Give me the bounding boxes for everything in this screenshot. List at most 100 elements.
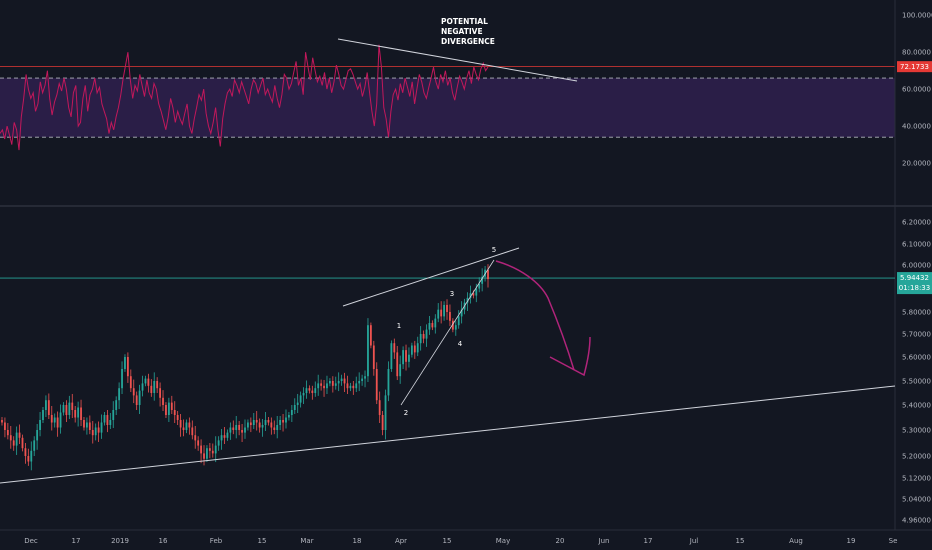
candle-body — [126, 357, 129, 377]
price-tick-label: 5.50000 — [902, 378, 931, 386]
candle-body — [226, 432, 229, 438]
candle-body — [4, 422, 6, 430]
candle-body — [223, 435, 226, 438]
candle-body — [9, 435, 12, 441]
candle-body — [197, 440, 200, 446]
candle-body — [162, 397, 164, 405]
candle-body — [85, 422, 88, 428]
candle-body — [65, 405, 68, 415]
candle-body — [83, 420, 85, 428]
rsi-tick-label: 20.0000 — [902, 160, 931, 168]
candle-body — [141, 383, 144, 391]
candle-body — [399, 364, 402, 377]
rsi-band — [0, 78, 895, 138]
candle-body — [428, 323, 431, 330]
candle-body — [200, 445, 202, 454]
candle-body — [206, 448, 208, 459]
candle-body — [466, 297, 469, 303]
candle-body — [264, 420, 267, 425]
time-tick-label: 2019 — [111, 537, 129, 545]
candle-body — [165, 405, 167, 415]
rsi-tick-label: 40.0000 — [902, 123, 931, 131]
candle-body — [405, 350, 407, 362]
candle-body — [296, 402, 299, 405]
candle-body — [443, 304, 445, 317]
candle-body — [440, 309, 443, 317]
time-tick-label: May — [496, 537, 510, 545]
candle-body — [62, 405, 65, 413]
price-y-axis[interactable]: 6.20000 6.10000 6.00000 5.80000 5.70000 5.600… — [902, 219, 931, 525]
candle-body — [208, 448, 211, 451]
price-tick-label: 5.40000 — [902, 402, 931, 410]
price-tick-label: 5.20000 — [902, 453, 931, 461]
rsi-y-axis[interactable]: 100.0000 80.0000 60.0000 40.0000 20.0000 — [902, 12, 932, 168]
divergence-note-line-3: DIVERGENCE — [441, 37, 495, 46]
candle-body — [176, 415, 179, 420]
candle-body — [106, 415, 109, 425]
price-tick-label: 5.04000 — [902, 496, 931, 504]
price-tick-label: 5.60000 — [902, 354, 931, 362]
time-tick-label: Jun — [598, 537, 610, 545]
candle-body — [21, 437, 24, 449]
candle-body — [100, 422, 103, 433]
candle-body — [326, 383, 328, 389]
support-trend-line — [0, 385, 896, 484]
candle-body — [355, 383, 358, 389]
candle-body — [293, 405, 296, 410]
candle-body — [381, 415, 384, 430]
candle-body — [229, 427, 232, 433]
candle-body — [42, 410, 44, 420]
time-tick-label: 15 — [258, 537, 267, 545]
candle-body — [74, 410, 77, 418]
candle-body — [182, 427, 185, 430]
price-panel[interactable]: 1 2 3 4 5 6.20000 6.10000 6.00000 5.80000 5.… — [0, 219, 932, 525]
candle-body — [45, 400, 47, 410]
candle-body — [203, 453, 205, 459]
time-tick-label: 20 — [556, 537, 565, 545]
candle-body — [47, 400, 50, 415]
candle-body — [238, 425, 241, 430]
wave-label-1: 1 — [397, 322, 401, 330]
indicator-panel[interactable]: POTENTIAL NEGATIVE DIVERGENCE 100.0000 80… — [0, 12, 932, 168]
wave-label-5: 5 — [492, 246, 496, 254]
candle-body — [191, 427, 194, 436]
candle-body — [135, 395, 138, 405]
price-tick-label: 6.10000 — [902, 241, 931, 249]
candle-body — [372, 345, 375, 369]
wave-label-2: 2 — [404, 409, 408, 417]
candle-body — [247, 422, 249, 428]
wave-label-4: 4 — [458, 340, 463, 348]
candle-body — [475, 288, 478, 296]
candle-body — [124, 357, 126, 369]
candle-body — [282, 420, 284, 423]
candle-body — [109, 420, 112, 425]
time-tick-label: Apr — [395, 537, 407, 545]
candle-body — [30, 450, 33, 462]
candle-body — [413, 345, 416, 353]
candle-body — [138, 390, 141, 405]
candle-body — [285, 417, 287, 423]
candle-body — [352, 385, 355, 389]
rsi-tick-label: 100.0000 — [902, 12, 932, 20]
candle-body — [378, 400, 381, 415]
divergence-note-line-1: POTENTIAL — [441, 17, 488, 26]
candle-body — [147, 378, 150, 386]
candle-body — [478, 283, 481, 289]
candle-body — [472, 293, 475, 296]
candle-body — [217, 440, 220, 446]
time-tick-label: Mar — [300, 537, 313, 545]
candle-body — [103, 415, 106, 423]
rsi-tick-label: 60.0000 — [902, 86, 931, 94]
candle-body — [279, 420, 282, 425]
time-tick-label: Jul — [689, 537, 699, 545]
time-axis[interactable]: Dec 17 2019 16 Feb 15 Mar 18 Apr 15 May 20 Jun 17 Jul 1… — [24, 537, 897, 545]
candle-body — [6, 430, 9, 436]
time-tick-label: 16 — [159, 537, 168, 545]
candle-body — [431, 323, 434, 328]
candle-body — [185, 422, 188, 430]
time-tick-label: 15 — [736, 537, 745, 545]
candle-body — [129, 376, 132, 389]
time-tick-label: 17 — [72, 537, 81, 545]
candle-body — [241, 430, 243, 433]
